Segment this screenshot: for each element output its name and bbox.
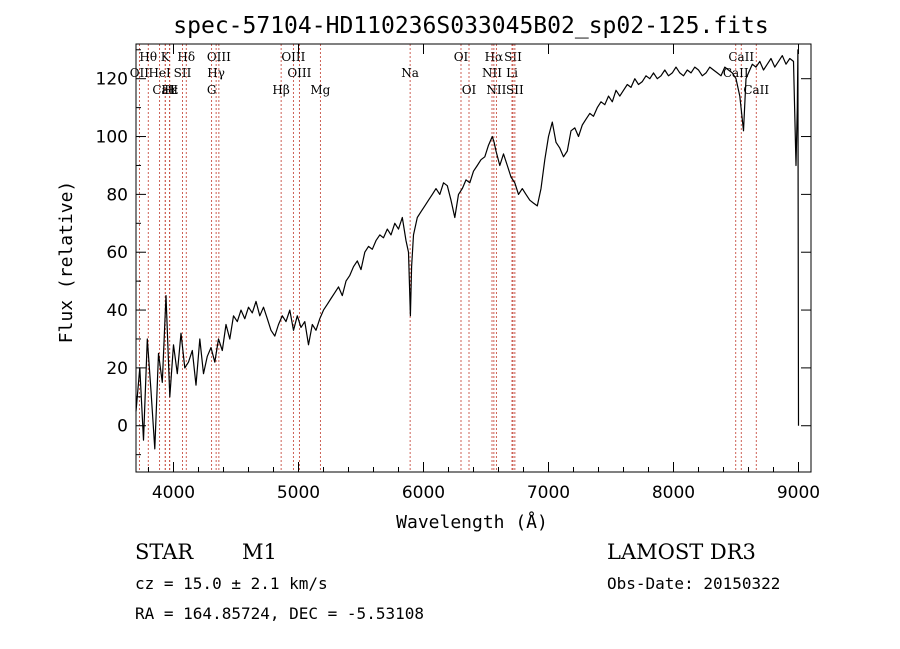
- y-tick-label-60: 60: [106, 243, 128, 263]
- line-label-14: OIII: [287, 66, 311, 80]
- chart-title: spec-57104-HD110236S033045B02_sp02-125.f…: [173, 13, 768, 39]
- y-tick-label-0: 0: [117, 417, 128, 437]
- line-label-11: G: [207, 83, 217, 97]
- line-label-20: NII: [482, 66, 502, 80]
- line-label-26: CaII: [723, 66, 749, 80]
- y-axis-label: Flux (relative): [56, 181, 77, 344]
- line-label-18: OI: [462, 83, 477, 97]
- line-label-22: SII: [504, 50, 522, 64]
- spectrum-line: [135, 49, 800, 450]
- x-axis-label: Wavelength (Å): [396, 511, 548, 533]
- x-tick-label-9000: 9000: [777, 483, 820, 503]
- y-tick-label-80: 80: [106, 185, 128, 205]
- line-label-25: CaII: [728, 50, 754, 64]
- x-tick-label-8000: 8000: [652, 483, 695, 503]
- observation-date: Obs-Date: 20150322: [607, 574, 781, 593]
- line-label-17: OI: [454, 50, 469, 64]
- object-subclass: M1: [242, 540, 277, 564]
- x-tick-label-5000: 5000: [277, 483, 320, 503]
- line-label-15: Mg: [310, 83, 330, 97]
- x-tick-label-7000: 7000: [527, 483, 570, 503]
- line-label-1: OII: [130, 66, 150, 80]
- line-label-23: Li: [506, 66, 518, 80]
- survey-name: LAMOST DR3: [607, 540, 756, 564]
- line-label-21: NII: [486, 83, 506, 97]
- object-class: STAR: [135, 540, 194, 564]
- y-tick-label-40: 40: [106, 301, 128, 321]
- y-tick-label-100: 100: [96, 128, 128, 148]
- line-label-13: OIII: [281, 50, 305, 64]
- y-axis: 0 20 40 60 80 100 120: [96, 49, 811, 456]
- line-label-12: Hβ: [272, 83, 289, 97]
- line-label-7: SII: [174, 66, 192, 80]
- redshift-cz: cz = 15.0 ± 2.1 km/s: [135, 574, 328, 593]
- line-label-27: CaII: [743, 83, 769, 97]
- line-label-24: SII: [506, 83, 524, 97]
- line-label-6: Hδ: [177, 50, 195, 64]
- x-tick-label-6000: 6000: [402, 483, 445, 503]
- plot-frame: [135, 43, 812, 473]
- spectrum-group: [135, 49, 800, 450]
- coordinates: RA = 164.85724, DEC = -5.53108: [135, 604, 424, 623]
- x-axis: 4000 5000 6000 7000 8000 9000: [148, 44, 820, 503]
- line-label-3: K: [161, 50, 171, 64]
- line-label-16: Na: [401, 66, 419, 80]
- y-tick-label-20: 20: [106, 359, 128, 379]
- line-label-0: Hθ: [139, 50, 157, 64]
- line-label-10: Hγ: [207, 66, 225, 80]
- x-tick-label-4000: 4000: [152, 483, 195, 503]
- line-label-19: Hα: [485, 50, 504, 64]
- line-label-9: OIII: [207, 50, 231, 64]
- line-label-8: H: [164, 83, 174, 97]
- y-tick-label-120: 120: [96, 70, 128, 90]
- line-label-4: HeI: [148, 66, 171, 80]
